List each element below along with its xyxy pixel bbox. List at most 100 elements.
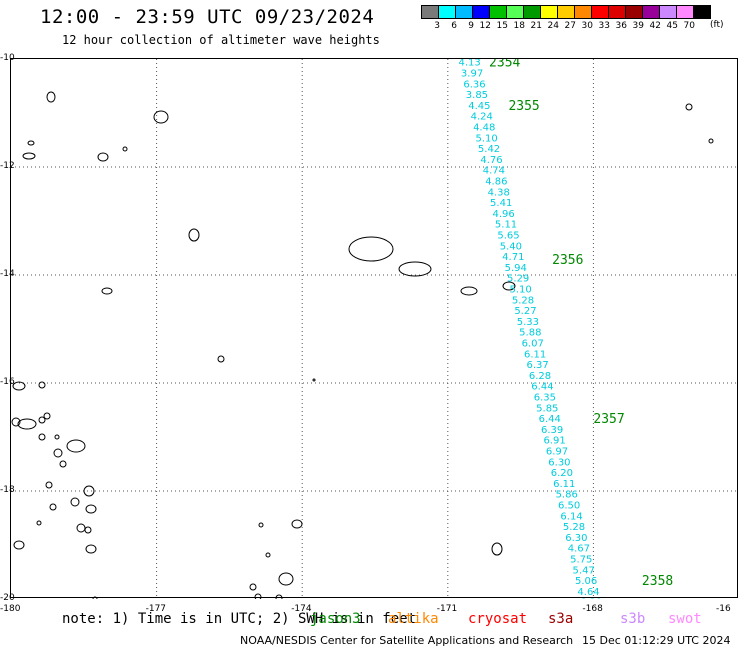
lat-tick-label: -10 [0, 53, 15, 63]
swh-value-label: 4.71 [502, 252, 524, 263]
island-coastline [685, 103, 693, 111]
colorbar-swatch: 6 [438, 5, 457, 31]
swh-value-label: 4.64 [577, 587, 599, 598]
island-coastline [291, 519, 303, 529]
footer-note: note: 1) Time is in UTC; 2) SWH is in fe… [62, 611, 417, 627]
island-coastline [38, 381, 46, 389]
colorbar-swatch [693, 5, 711, 19]
swh-value-label: 4.76 [480, 155, 502, 166]
colorbar-swatch: 24 [540, 5, 559, 31]
swh-value-label: 6.14 [560, 511, 582, 522]
island-coastline [76, 523, 86, 533]
colorbar-swatch: 3 [421, 5, 440, 31]
swh-value-label: 6.44 [531, 382, 553, 393]
island-coastline [45, 481, 53, 489]
track-time-label: 2356 [552, 253, 583, 268]
island-coastline [11, 417, 21, 427]
swh-value-label: 4.48 [473, 123, 495, 134]
island-coastline [708, 138, 714, 144]
island-coastline [254, 593, 262, 599]
colorbar-swatch: 12 [472, 5, 491, 31]
swh-value-label: 5.47 [573, 565, 595, 576]
mission-legend-entry: swot [668, 611, 702, 627]
island-coastline [502, 281, 516, 291]
swh-value-label: 4.13 [459, 59, 481, 69]
swh-value-label: 5.27 [514, 306, 536, 317]
lon-tick-label: -180 [0, 604, 21, 614]
colorbar-swatch: 9 [455, 5, 474, 31]
swh-value-label: 6.30 [548, 457, 570, 468]
mission-legend-entry: altika [388, 611, 439, 627]
colorbar-swatch: 15 [489, 5, 508, 31]
colorbar-label: 70 [683, 21, 695, 31]
swh-value-label: 3.85 [466, 90, 488, 101]
island-coastline [36, 520, 42, 526]
swh-value-label: 5.75 [570, 555, 592, 566]
island-coastline [258, 522, 264, 528]
map-canvas: 4.133.976.363.854.454.244.485.105.424.76… [11, 59, 739, 599]
island-coastline [59, 460, 67, 468]
mission-legend-entry: cryosat [468, 611, 528, 627]
swh-value-label: 6.44 [539, 414, 561, 425]
swh-value-label: 5.33 [517, 317, 539, 328]
swh-value-label: 6.50 [558, 501, 580, 512]
island-coastline [312, 378, 316, 382]
colorbar-label: 30 [581, 21, 593, 31]
island-coastline [38, 416, 46, 424]
island-coastline [398, 261, 432, 277]
island-coastline [38, 433, 46, 441]
colorbar-unit: (ft) [710, 20, 724, 30]
mission-legend-entry: s3a [548, 611, 574, 627]
island-coastline [85, 504, 97, 514]
swh-value-label: 4.38 [488, 187, 510, 198]
lat-tick-label: -16 [0, 377, 15, 387]
swh-value-label: 6.39 [541, 425, 563, 436]
swh-value-label: 6.37 [526, 360, 548, 371]
swh-value-label: 4.96 [492, 209, 514, 220]
swh-value-label: 5.42 [478, 144, 500, 155]
swh-value-label: 6.30 [580, 598, 602, 599]
swh-value-label: 5.06 [575, 576, 597, 587]
colorbar-swatch: 18 [506, 5, 525, 31]
colorbar-swatch: 33 [591, 5, 610, 31]
swh-value-label: 6.97 [546, 447, 568, 458]
colorbar-swatch: 36 [608, 5, 627, 31]
mission-legend-entry: jason3 [310, 611, 361, 627]
swh-value-label: 6.91 [543, 436, 565, 447]
swh-value-label: 4.24 [471, 112, 493, 123]
swh-value-label: 5.28 [563, 522, 585, 533]
generated-timestamp: 15 Dec 01:12:29 UTC 2024 [582, 634, 731, 647]
colorbar-label: 36 [615, 21, 627, 31]
colorbar-swatch: 21 [523, 5, 542, 31]
track-time-label: 2358 [642, 574, 673, 589]
swh-value-label: 6.11 [553, 479, 575, 490]
colorbar-label: 18 [513, 21, 525, 31]
map-title: 12:00 - 23:59 UTC 09/23/2024 [40, 6, 375, 28]
mission-legend-entry: s3b [620, 611, 646, 627]
island-coastline [217, 355, 225, 363]
colorbar-label: 12 [479, 21, 491, 31]
island-coastline [348, 236, 394, 262]
colorbar-swatch: 30 [574, 5, 593, 31]
colorbar-label: 45 [666, 21, 678, 31]
island-coastline [43, 412, 51, 420]
lat-tick-label: -18 [0, 485, 15, 495]
colorbar-label: 33 [598, 21, 610, 31]
colorbar-label: 24 [547, 21, 559, 31]
island-coastline [278, 572, 294, 586]
island-coastline [13, 540, 25, 550]
island-coastline [122, 146, 128, 152]
swh-value-label: 5.11 [495, 220, 517, 231]
swh-value-label: 5.10 [509, 285, 531, 296]
swh-value-label: 5.88 [519, 328, 541, 339]
swh-value-label: 6.20 [551, 468, 573, 479]
colorbar-label: 9 [468, 21, 474, 31]
lon-tick-label: -174 [291, 604, 312, 614]
colorbar-swatch: 45 [659, 5, 678, 31]
lat-tick-label: -12 [0, 161, 15, 171]
swh-value-label: 5.28 [512, 295, 534, 306]
island-coastline [101, 287, 113, 295]
island-coastline [85, 544, 97, 554]
swh-value-label: 6.36 [463, 79, 485, 90]
lat-tick-label: -14 [0, 269, 15, 279]
